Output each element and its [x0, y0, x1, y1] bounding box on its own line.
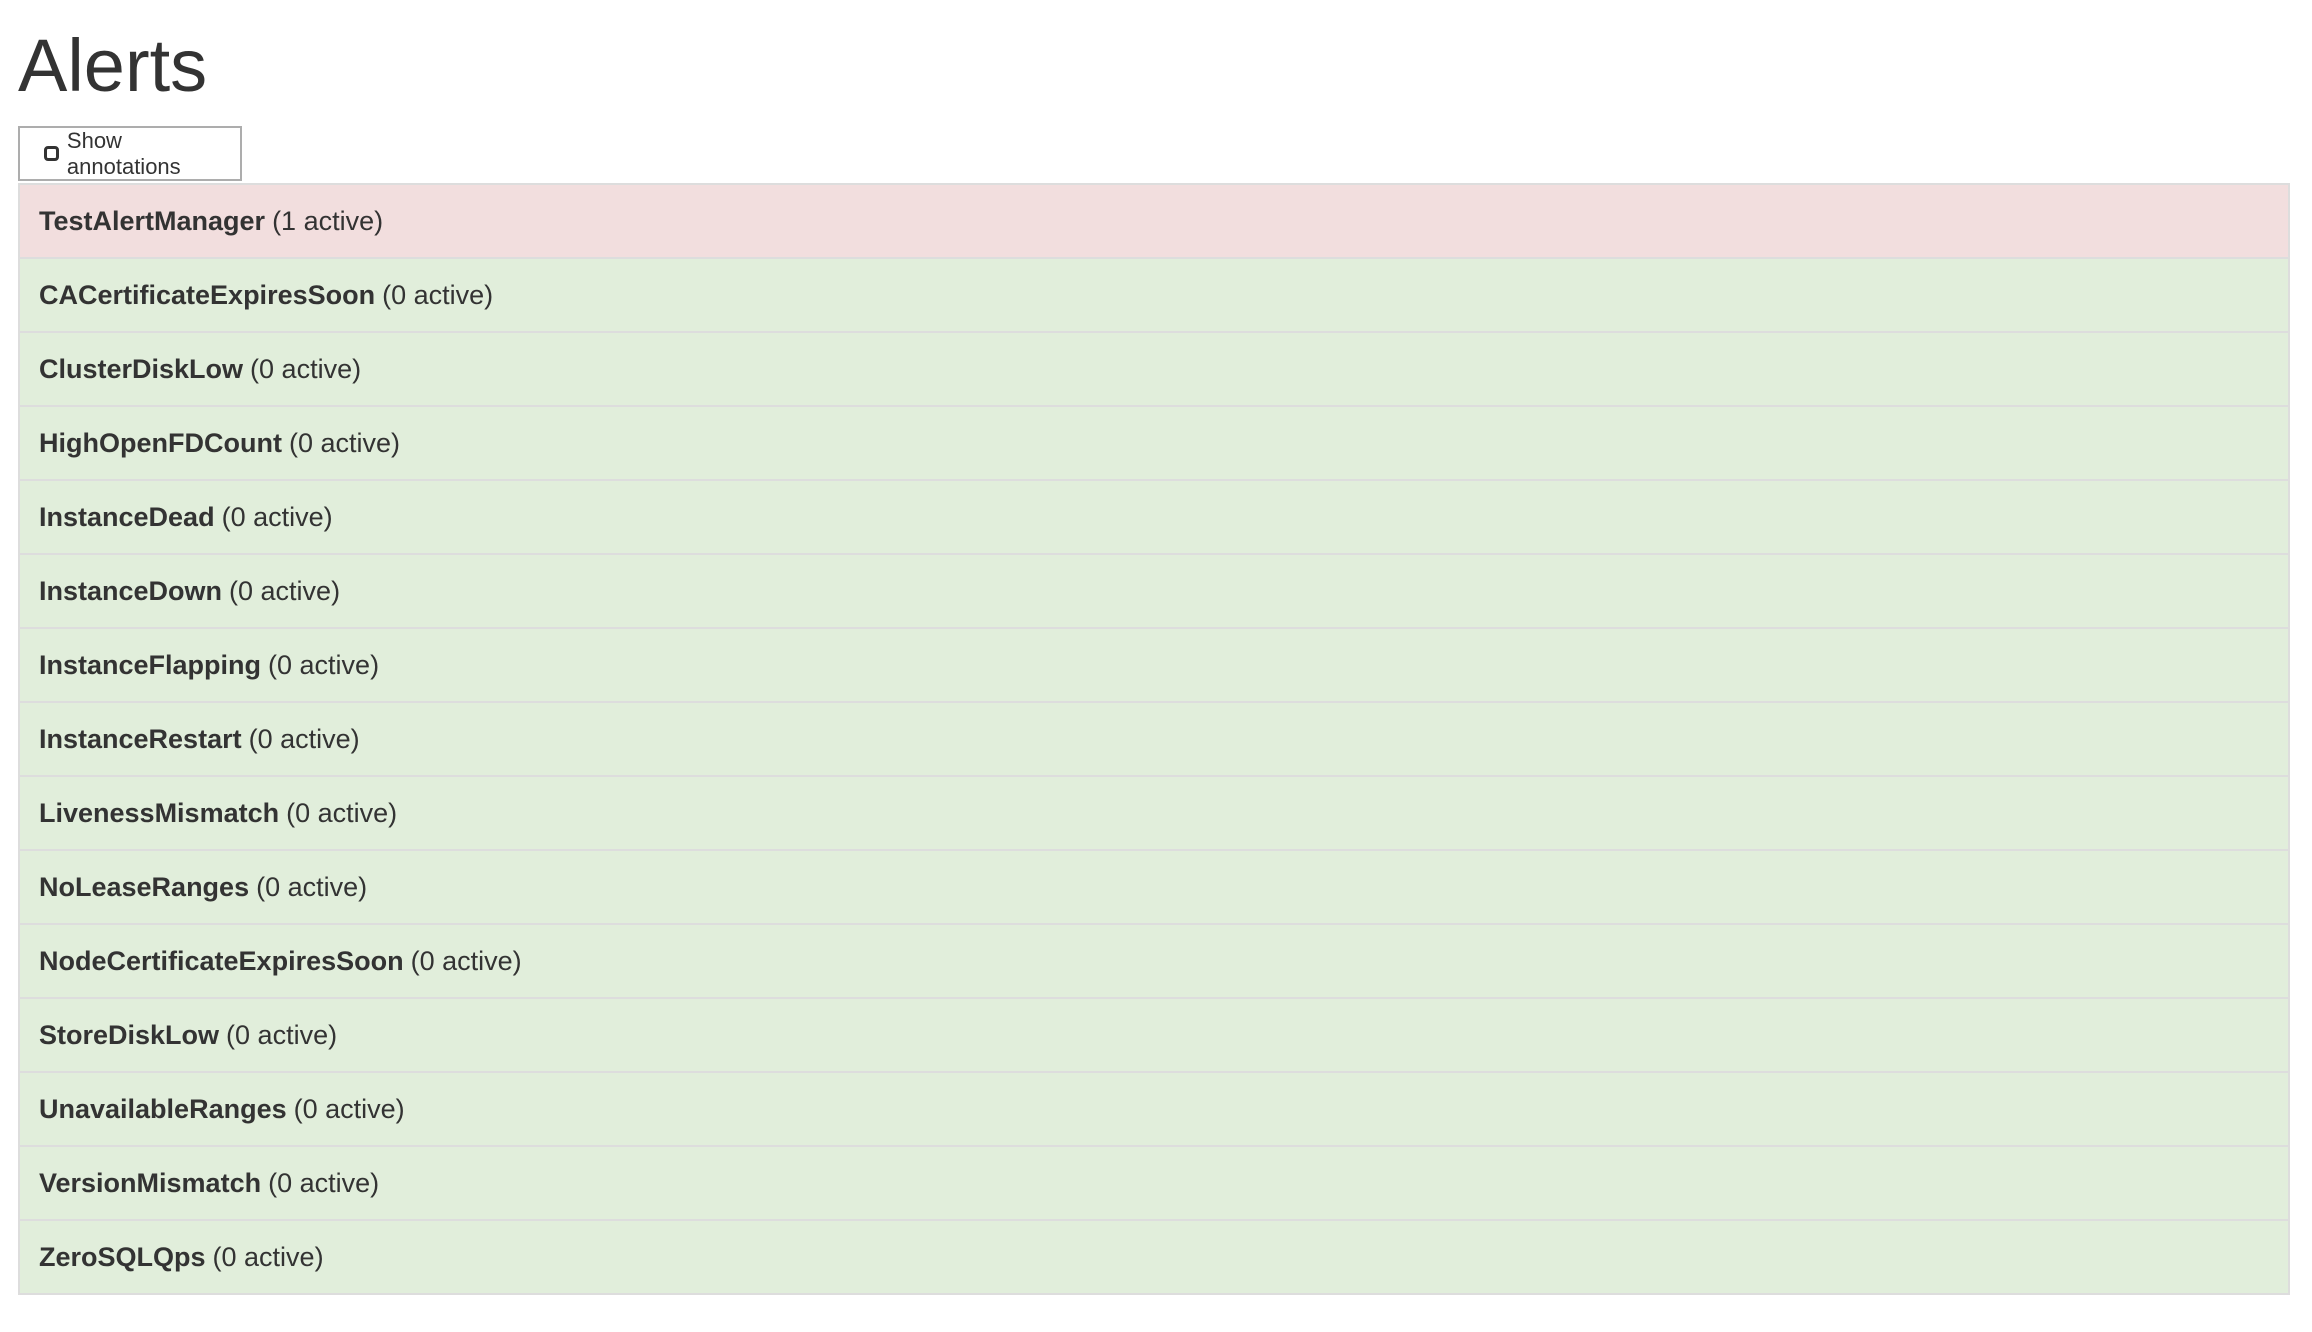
- alert-name: ClusterDiskLow: [39, 353, 244, 384]
- alert-name: VersionMismatch: [39, 1167, 262, 1198]
- alert-name: StoreDiskLow: [39, 1019, 220, 1050]
- alert-active-count: (0 active): [288, 427, 400, 458]
- alert-active-count: (1 active): [272, 205, 384, 236]
- alert-name: InstanceDown: [39, 575, 223, 606]
- show-annotations-label: Show annotations: [66, 127, 181, 179]
- alert-active-count: (0 active): [229, 575, 341, 606]
- show-annotations-toggle[interactable]: Show annotations: [18, 126, 242, 181]
- alert-active-count: (0 active): [293, 1093, 405, 1124]
- alert-name: CACertificateExpiresSoon: [39, 279, 376, 310]
- alert-row[interactable]: ClusterDiskLow (0 active): [20, 333, 2288, 407]
- alert-active-count: (0 active): [286, 797, 398, 828]
- alert-row[interactable]: StoreDiskLow (0 active): [20, 999, 2288, 1073]
- alert-active-count: (0 active): [382, 279, 494, 310]
- alert-name: TestAlertManager: [39, 205, 266, 236]
- alert-active-count: (0 active): [256, 871, 368, 902]
- alert-active-count: (0 active): [250, 353, 362, 384]
- alert-row[interactable]: VersionMismatch (0 active): [20, 1147, 2288, 1221]
- alert-row[interactable]: LivenessMismatch (0 active): [20, 777, 2288, 851]
- alert-active-count: (0 active): [268, 649, 380, 680]
- alert-row[interactable]: InstanceDown (0 active): [20, 555, 2288, 629]
- alert-row[interactable]: UnavailableRanges (0 active): [20, 1073, 2288, 1147]
- alert-row[interactable]: HighOpenFDCount (0 active): [20, 407, 2288, 481]
- page-title: Alerts: [18, 24, 208, 107]
- alert-row[interactable]: CACertificateExpiresSoon (0 active): [20, 259, 2288, 333]
- alert-row[interactable]: NodeCertificateExpiresSoon (0 active): [20, 925, 2288, 999]
- alert-name: HighOpenFDCount: [39, 427, 282, 458]
- alert-row[interactable]: InstanceRestart (0 active): [20, 703, 2288, 777]
- alert-name: InstanceRestart: [39, 723, 242, 754]
- alert-active-count: (0 active): [248, 723, 360, 754]
- alert-name: NodeCertificateExpiresSoon: [39, 945, 404, 976]
- alert-row[interactable]: InstanceFlapping (0 active): [20, 629, 2288, 703]
- alert-name: LivenessMismatch: [39, 797, 280, 828]
- checkbox-icon[interactable]: [44, 146, 59, 161]
- alert-row[interactable]: InstanceDead (0 active): [20, 481, 2288, 555]
- alert-active-count: (0 active): [212, 1241, 324, 1272]
- alert-name: ZeroSQLQps: [39, 1241, 206, 1272]
- alert-active-count: (0 active): [226, 1019, 338, 1050]
- alert-name: NoLeaseRanges: [39, 871, 250, 902]
- alert-row[interactable]: TestAlertManager (1 active): [20, 185, 2288, 259]
- alert-active-count: (0 active): [410, 945, 522, 976]
- alert-row[interactable]: NoLeaseRanges (0 active): [20, 851, 2288, 925]
- alert-active-count: (0 active): [221, 501, 333, 532]
- alert-name: InstanceDead: [39, 501, 215, 532]
- alert-row[interactable]: ZeroSQLQps (0 active): [20, 1221, 2288, 1295]
- alert-name: InstanceFlapping: [39, 649, 262, 680]
- alert-list: TestAlertManager (1 active) CACertificateE…: [18, 183, 2290, 1295]
- alert-name: UnavailableRanges: [39, 1093, 287, 1124]
- alert-active-count: (0 active): [268, 1167, 380, 1198]
